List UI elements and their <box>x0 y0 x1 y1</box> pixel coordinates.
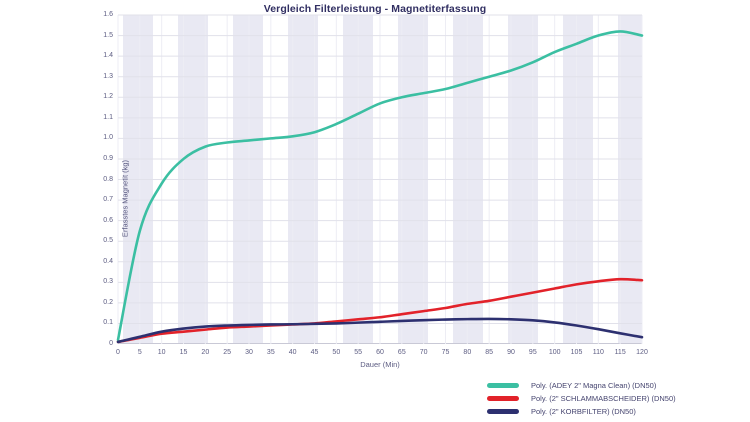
x-tick-label: 10 <box>157 349 166 356</box>
legend-item: Poly. (2" KORBFILTER) (DN50) <box>487 405 676 418</box>
y-tick-label: 0.9 <box>103 154 113 162</box>
y-tick-label: 1.4 <box>103 52 113 60</box>
y-tick-label: 0.7 <box>103 196 113 204</box>
x-tick-label: 40 <box>288 349 297 356</box>
legend: Poly. (ADEY 2" Magna Clean) (DN50) Poly.… <box>487 379 676 418</box>
legend-item: Poly. (2" SCHLAMMABSCHEIDER) (DN50) <box>487 392 676 405</box>
x-tick-label: 30 <box>245 349 253 356</box>
y-tick-label: 0.3 <box>103 278 113 286</box>
legend-item: Poly. (ADEY 2" Magna Clean) (DN50) <box>487 379 676 392</box>
y-tick-label: 1.3 <box>103 72 113 80</box>
y-tick-label: 0.8 <box>103 175 113 183</box>
y-tick-label: 1.6 <box>103 11 113 18</box>
x-tick-label: 95 <box>528 349 537 356</box>
x-tick-label: 105 <box>570 349 583 356</box>
x-tick-label: 0 <box>116 349 120 356</box>
x-tick-label: 20 <box>201 349 210 356</box>
x-tick-label: 65 <box>397 349 406 356</box>
chart-canvas <box>116 14 644 344</box>
legend-swatch-red-icon <box>487 396 519 401</box>
x-axis-title: Dauer (Min) <box>360 360 400 369</box>
x-tick-label: 70 <box>419 349 428 356</box>
x-tick-label: 55 <box>354 349 363 356</box>
x-tick-label: 85 <box>485 349 494 356</box>
x-tick-label: 35 <box>266 349 275 356</box>
y-tick-label: 1.5 <box>103 31 113 39</box>
x-tick-label: 100 <box>548 349 561 356</box>
x-tick-label: 80 <box>463 349 472 356</box>
y-tick-label: 1.1 <box>103 113 113 121</box>
y-tick-label: 0 <box>109 340 113 347</box>
legend-label: Poly. (2" SCHLAMMABSCHEIDER) (DN50) <box>531 394 676 403</box>
x-tick-label: 75 <box>441 349 450 356</box>
x-tick-label: 110 <box>592 349 604 356</box>
x-tick-label: 5 <box>137 349 142 356</box>
x-tick-label: 120 <box>636 349 648 356</box>
y-tick-label: 0.6 <box>103 216 113 224</box>
x-tick-label: 50 <box>332 349 341 356</box>
y-tick-label: 0.2 <box>103 298 113 306</box>
legend-label: Poly. (2" KORBFILTER) (DN50) <box>531 407 636 416</box>
legend-swatch-navy-icon <box>487 409 519 414</box>
y-tick-label: 1.0 <box>103 134 113 142</box>
y-axis-title: Erfasstes Magnetit (kg) <box>120 159 130 238</box>
chart-title: Vergleich Filterleistung - Magnetiterfas… <box>263 3 487 15</box>
x-tick-label: 60 <box>376 349 384 356</box>
x-tick-label: 15 <box>179 349 188 356</box>
legend-label: Poly. (ADEY 2" Magna Clean) (DN50) <box>531 381 657 390</box>
x-tick-label: 45 <box>310 349 319 356</box>
y-tick-label: 0.5 <box>103 237 113 245</box>
y-tick-label: 0.4 <box>103 257 113 265</box>
x-tick-label: 90 <box>507 349 515 356</box>
y-tick-label: 0.1 <box>103 319 113 327</box>
legend-swatch-teal-icon <box>487 383 519 388</box>
x-tick-label: 115 <box>614 349 626 356</box>
x-tick-label: 25 <box>223 349 232 356</box>
plot-area: Erfasstes Magnetit (kg) <box>116 14 644 344</box>
y-tick-label: 1.2 <box>103 93 113 101</box>
